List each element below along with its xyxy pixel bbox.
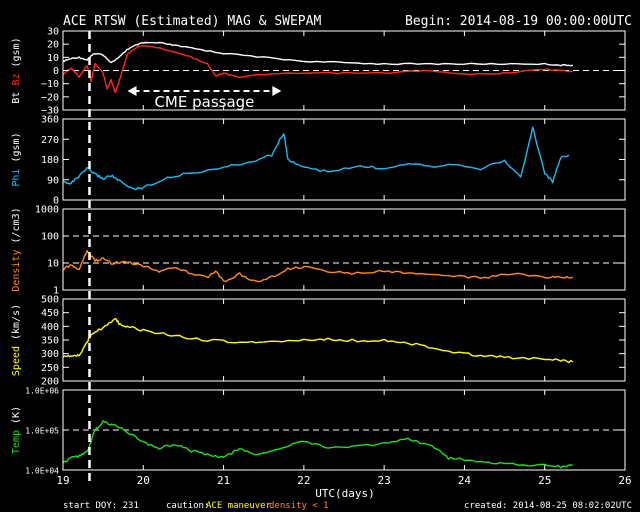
y-axis-label-part: Bz: [11, 74, 22, 92]
y-axis-label-part: Speed: [11, 346, 22, 376]
x-tick-label: 25: [538, 474, 551, 487]
y-tick-label: 10: [47, 259, 59, 270]
caution-prefix: caution:: [166, 501, 209, 511]
y-axis-label-part: (km/s): [11, 304, 22, 346]
y-tick-label: 400: [41, 322, 59, 333]
x-tick-label: 24: [458, 474, 472, 487]
y-tick-label: 500: [41, 295, 59, 306]
panel-speed: 500 450 400 350 300 250 200 Speed (km/s): [11, 295, 626, 388]
y-axis-label-part: (K): [11, 406, 22, 430]
x-axis-label: UTC(days): [315, 487, 375, 500]
x-tick-label: 20: [137, 474, 150, 487]
y-tick-label: 1.0E+05: [25, 427, 59, 436]
series-density: [62, 249, 574, 283]
panel-frame: [62, 208, 626, 291]
begin-time: Begin: 2014-08-19 00:00:00UTC: [405, 14, 632, 29]
y-axis-label-density: Density (/cm3): [11, 207, 22, 291]
y-tick-label: −10: [41, 79, 59, 90]
y-axis-label-part: Phi: [11, 169, 22, 187]
panel-temp: 1.0E+06 1.0E+05 1.0E+04 Temp (K): [11, 387, 626, 476]
y-tick-label: −20: [41, 92, 59, 103]
y-axis-label-phi: Phi (gsm): [11, 132, 22, 186]
y-axis-label-temp: Temp (K): [11, 406, 22, 454]
x-tick-label: 22: [297, 474, 310, 487]
cme-passage-label: CME passage: [154, 93, 254, 111]
caution-density: density < 1: [269, 501, 329, 511]
y-axis-label-part: Temp: [11, 430, 22, 454]
panel-density: 1000 100 10 1 Density (/cm3): [11, 205, 626, 297]
panel-phi: 360 270 180 90 0 Phi (gsm): [11, 115, 626, 207]
y-tick-label: 100: [41, 232, 59, 243]
x-tick-label: 26: [618, 474, 631, 487]
y-tick-label: 1000: [35, 205, 59, 216]
x-axis: 19 20 21 22 23 24 25 26: [56, 31, 632, 487]
y-tick-label: 10: [47, 53, 59, 64]
overlay: CME passage: [88, 31, 282, 482]
panel-mag: 30 20 10 0 −10 −20 −30 Bt Bz (gsm): [11, 27, 626, 117]
y-tick-label: 20: [47, 40, 59, 51]
cme-arrow-right-head: [272, 86, 282, 96]
start-doy: start DOY: 231: [63, 501, 139, 511]
y-tick-label: 1.0E+04: [25, 467, 59, 476]
y-tick-label: 250: [41, 363, 59, 374]
x-tick-label: 23: [378, 474, 391, 487]
series-bt: [62, 41, 573, 67]
series-speed: [62, 318, 574, 364]
x-tick-label: 21: [217, 474, 230, 487]
y-tick-label: 450: [41, 308, 59, 319]
y-axis-label-speed: Speed (km/s): [11, 304, 22, 376]
y-axis-label-part: Bt: [11, 92, 22, 104]
series-temp: [62, 420, 573, 469]
y-tick-label: 0: [53, 66, 59, 77]
y-axis-label-part: (gsm): [11, 37, 22, 73]
y-tick-label: 90: [47, 175, 59, 186]
cme-arrow-left-head: [127, 86, 137, 96]
y-tick-label: 0: [53, 196, 59, 207]
x-tick-label: 19: [56, 474, 69, 487]
y-tick-label: 270: [41, 135, 59, 146]
chart-title: ACE RTSW (Estimated) MAG & SWEPAM: [63, 14, 321, 29]
series-phi: [62, 126, 570, 191]
created-time: created: 2014-08-25 08:02:02UTC: [464, 501, 632, 511]
y-tick-label: 300: [41, 349, 59, 360]
y-axis-label-part: Density: [11, 250, 22, 292]
y-tick-label: 200: [41, 377, 59, 388]
series-bz: [62, 45, 573, 94]
y-tick-label: −30: [41, 106, 59, 117]
caution-maneuver: ACE maneuver: [206, 501, 272, 511]
y-axis-label-part: (/cm3): [11, 207, 22, 249]
y-axis-label-mag: Bt Bz (gsm): [11, 37, 22, 103]
y-tick-label: 360: [41, 115, 59, 126]
y-tick-label: 1.0E+06: [25, 387, 59, 396]
y-axis-label-part: (gsm): [11, 132, 22, 168]
y-tick-label: 180: [41, 155, 59, 166]
y-tick-label: 350: [41, 336, 59, 347]
y-tick-label: 1: [53, 286, 59, 297]
footer: start DOY: 231 caution: ACE maneuver den…: [63, 501, 632, 511]
y-tick-label: 30: [47, 27, 59, 38]
